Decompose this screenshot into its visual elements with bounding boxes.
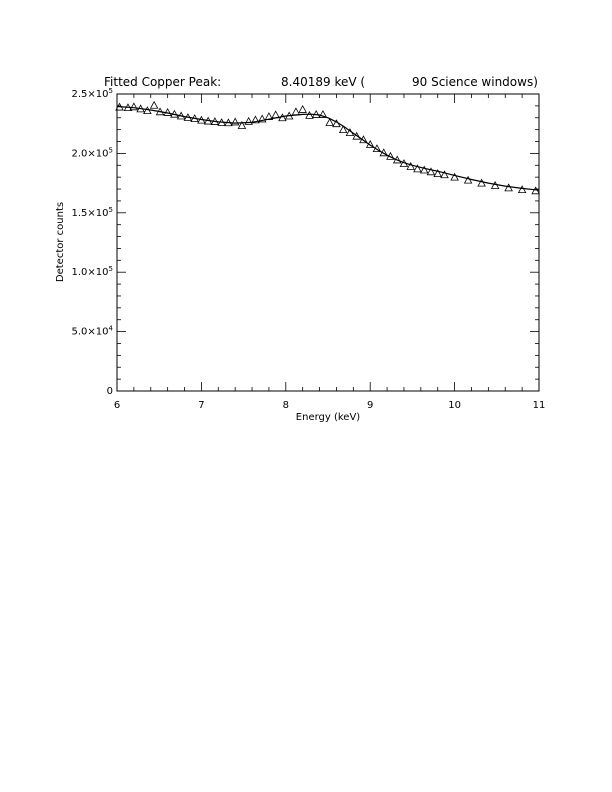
chart-title-part-2: 8.40189 keV ( [281,75,365,89]
x-tick-label: 7 [198,400,204,411]
x-axis-tick-labels: 6 7 8 9 10 11 [114,400,546,411]
data-point-triangle [379,148,388,157]
data-point-triangle [163,107,172,116]
data-point-triangle [490,181,500,189]
data-point-triangle [123,103,133,112]
x-tick-label: 8 [283,400,289,411]
data-point-triangle [298,105,307,113]
y-axis-ticks [117,93,539,392]
data-point-triangle [338,125,348,134]
y-tick-label: 1.5×105 [72,206,113,219]
y-tick-label: 2.0×105 [72,146,113,159]
data-point-triangle [406,162,415,170]
data-point-triangle [311,109,321,118]
data-point-triangle [136,104,145,113]
data-point-triangle [463,175,473,184]
data-point-triangle [183,113,193,121]
x-tick-label: 9 [367,400,373,411]
data-point-triangle [477,178,486,187]
data-point-triangle [143,106,152,115]
data-point-triangle [155,107,165,116]
data-point-triangle [426,167,436,176]
data-point-triangle [170,109,179,118]
x-tick-label: 11 [533,400,546,411]
data-point-triangle [251,115,260,124]
data-point-triangle [440,170,449,179]
x-axis-ticks [116,94,540,391]
data-point-triangle [392,155,402,164]
y-tick-label: 2.5×105 [72,87,113,100]
y-tick-label: 5.0×104 [72,325,114,338]
data-point-triangle [325,118,334,126]
data-point-triangle [129,102,139,111]
x-axis-label: Energy (keV) [296,412,361,423]
data-point-triangle [413,164,422,173]
plot-frame [116,93,540,392]
data-point-triangle [332,119,341,128]
y-axis-label: Detector counts [55,202,66,282]
chart-title-part-1: Fitted Copper Peak: [104,75,221,89]
data-point-triangle [190,114,199,122]
data-point-triangle [318,109,328,118]
data-point-triangle [399,159,409,167]
y-tick-label: 0 [107,386,113,397]
data-point-triangle [217,118,226,126]
data-point-triangle [244,116,253,125]
data-point-triangle [149,100,159,109]
data-point-triangle [237,121,247,129]
data-point-triangle [278,113,287,122]
x-tick-label: 6 [114,400,120,411]
data-point-triangle [365,140,375,148]
data-point-triangle [419,165,429,174]
data-point-triangle [210,117,220,125]
data-point-triangle [450,172,459,181]
data-point-triangle [433,169,442,177]
chart-title-part-3: 90 Science windows) [412,75,538,89]
data-point-triangle [264,112,274,120]
data-point-triangle [257,114,267,123]
data-point-triangle [504,183,513,192]
data-point-triangle [305,110,314,119]
data-point-triangle [115,102,124,111]
data-point-triangle [284,111,294,120]
y-axis-tick-labels: 0 5.0×104 1.0×105 1.5×105 2.0×105 2.5×105 [72,87,114,397]
data-point-triangle [517,185,527,194]
data-point-triangle [230,117,240,126]
data-point-triangle [271,110,280,119]
data-point-triangle [531,186,540,195]
data-point-triangle [176,111,186,120]
data-point-triangle [352,131,361,140]
data-point-triangle [372,144,382,153]
data-point-triangle [345,128,355,137]
data-point-triangle [224,118,233,127]
x-tick-label: 10 [448,400,461,411]
data-point-triangle [291,107,301,116]
data-point-triangle [359,135,368,144]
data-point-triangle [203,116,213,125]
data-points-layer [115,100,540,195]
y-tick-label: 1.0×105 [72,265,113,278]
data-point-triangle [386,151,395,160]
data-point-triangle [197,115,206,124]
